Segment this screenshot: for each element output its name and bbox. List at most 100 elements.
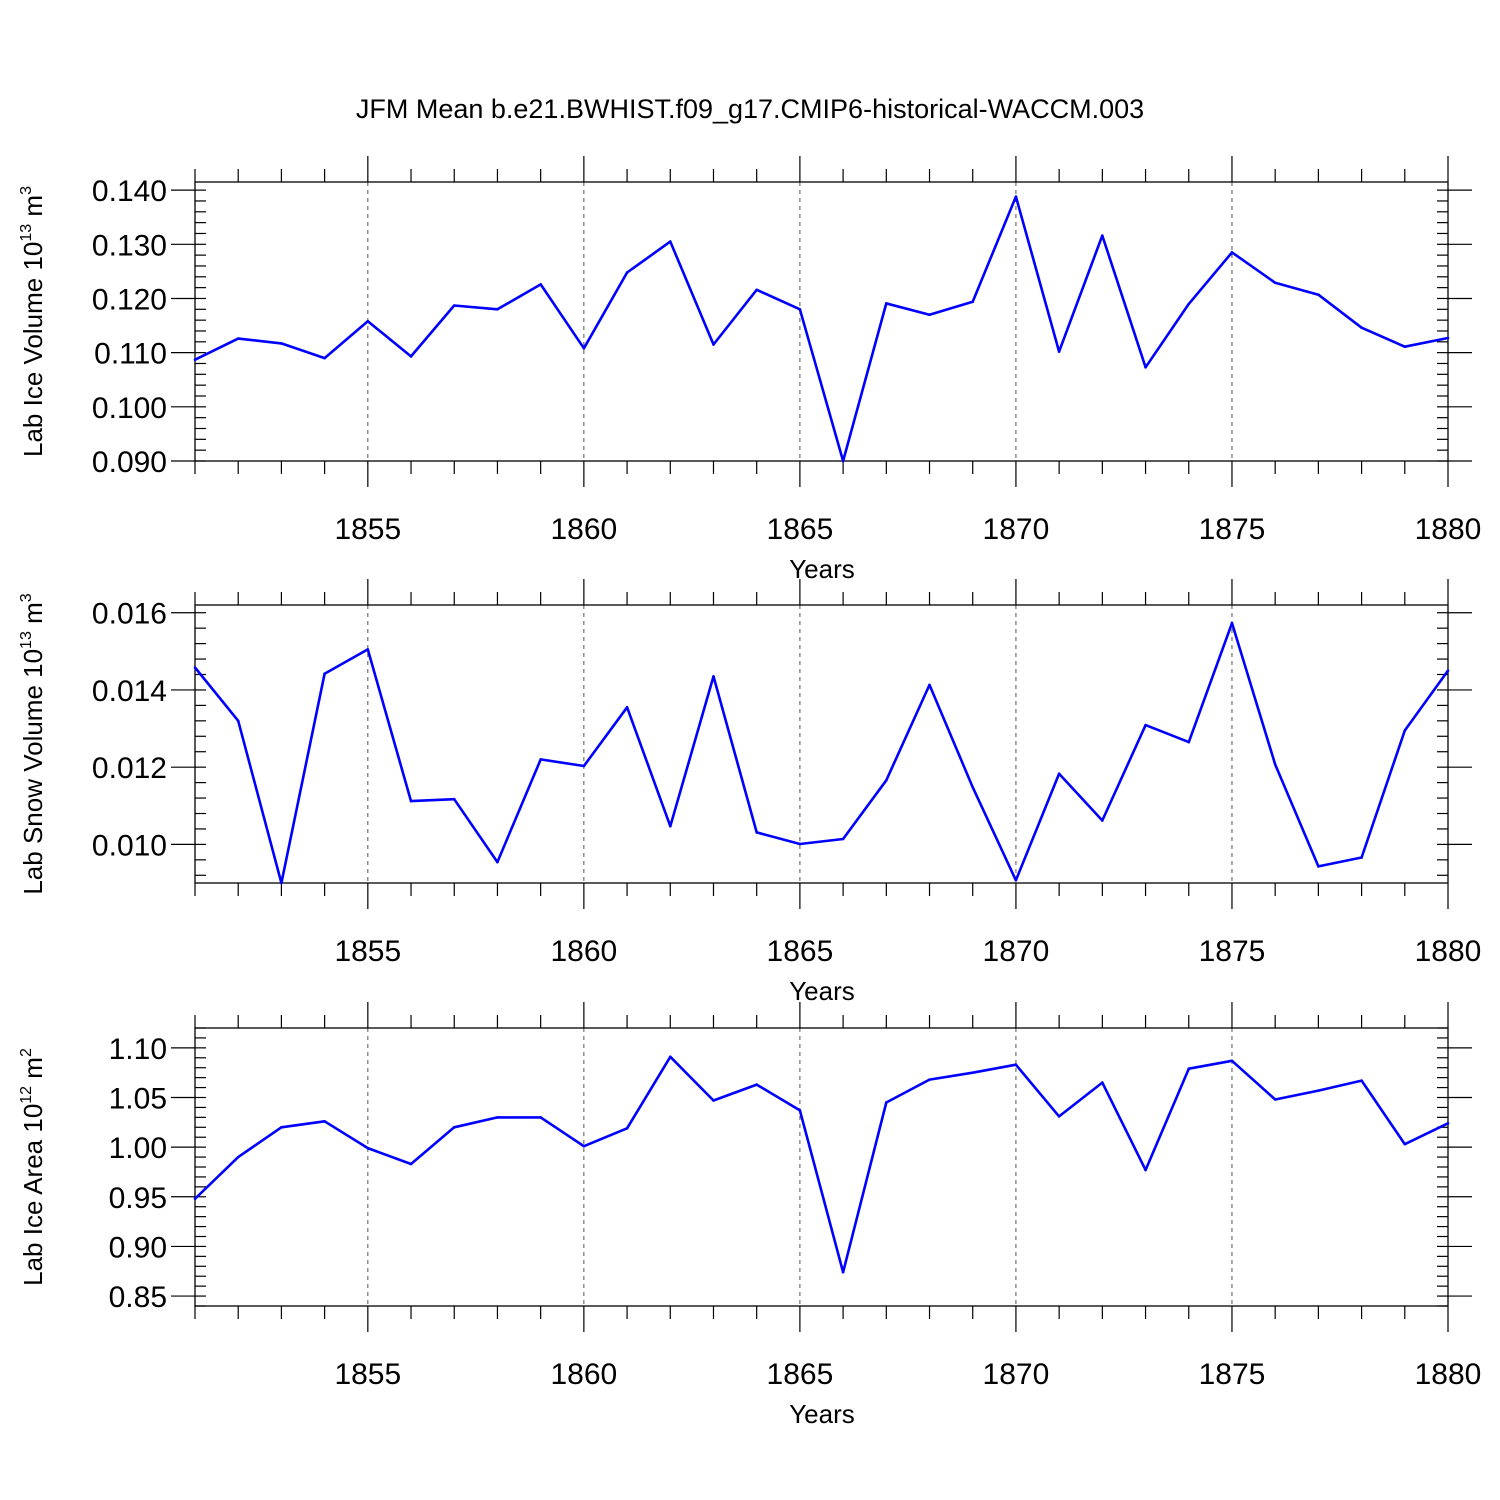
x-axis-label: Years (789, 1399, 855, 1429)
data-point-1858 (496, 1116, 499, 1119)
y-tick-label: 0.016 (92, 598, 167, 631)
y-tick-label: 1.00 (109, 1132, 167, 1165)
data-point-1872 (1101, 234, 1104, 237)
data-point-1861 (625, 1126, 629, 1130)
data-point-1869 (971, 300, 975, 304)
y-tick-label: 0.090 (92, 446, 167, 479)
data-point-1856 (409, 799, 413, 803)
data-point-1858 (496, 860, 499, 864)
series-line (194, 1055, 1449, 1274)
y-tick-label: 0.012 (92, 752, 167, 785)
data-point-1870 (1014, 878, 1018, 882)
data-point-1851 (193, 358, 197, 361)
y-axis-label: Lab Ice Volume 1013 m3 (18, 186, 48, 457)
data-point-1854 (323, 356, 326, 360)
data-point-1870 (1014, 195, 1018, 198)
data-point-1856 (409, 355, 413, 358)
chart-title: JFM Mean b.e21.BWHIST.f09_g17.CMIP6-hist… (356, 94, 1144, 124)
x-tick-label: 1870 (983, 935, 1050, 968)
data-point-1851 (193, 1197, 197, 1201)
data-point-1861 (625, 271, 629, 274)
data-point-1864 (755, 288, 758, 292)
data-point-1874 (1187, 1067, 1191, 1071)
panels: 0.090 0.100 0.110 0.120 0.130 0.140 1855 1860 18… (18, 156, 1481, 1429)
x-axis-label: Years (789, 976, 855, 1006)
data-point-1856 (409, 1162, 413, 1166)
data-point-1879 (1403, 1142, 1407, 1146)
x-tick-label: 1880 (1415, 1358, 1482, 1391)
x-axis-label: Years (789, 554, 855, 584)
y-tick-label: 0.110 (94, 338, 167, 371)
data-point-1877 (1317, 293, 1320, 296)
panel-3: 0.85 0.90 0.95 1.00 1.05 1.10 1855 1860 1865 1870… (18, 1002, 1481, 1429)
panel-1: 0.090 0.100 0.110 0.120 0.130 0.140 1855 1860 18… (18, 156, 1481, 584)
data-point-1876 (1273, 281, 1277, 285)
plot-frame (194, 181, 1449, 462)
data-point-1875 (1230, 251, 1234, 254)
x-tick-label: 1875 (1199, 1358, 1266, 1391)
data-point-1853 (280, 881, 283, 885)
data-point-1864 (755, 831, 758, 834)
data-point-1865 (798, 842, 802, 846)
x-tick-label: 1860 (550, 1358, 617, 1391)
data-point-1860 (582, 764, 586, 768)
data-point-1854 (323, 672, 326, 676)
data-point-1875 (1230, 1059, 1234, 1063)
data-point-1872 (1101, 819, 1104, 822)
data-point-1857 (452, 797, 456, 801)
data-point-1855 (366, 1146, 370, 1150)
data-point-1863 (712, 1099, 715, 1102)
data-point-1876 (1273, 763, 1277, 766)
x-tick-label: 1865 (767, 513, 834, 546)
y-tick-label: 0.100 (92, 392, 167, 425)
data-point-1857 (452, 1125, 456, 1129)
data-point-1867 (885, 302, 888, 305)
plot-frame (194, 604, 1449, 884)
y-tick-label: 0.90 (109, 1231, 167, 1264)
data-point-1878 (1360, 1079, 1363, 1082)
data-point-1852 (236, 337, 240, 340)
data-point-1879 (1403, 345, 1407, 348)
data-point-1853 (280, 342, 283, 345)
data-point-1852 (236, 1155, 240, 1159)
data-point-1870 (1014, 1063, 1018, 1067)
x-tick-label: 1860 (550, 935, 617, 968)
data-point-1878 (1360, 856, 1363, 859)
y-tick-label: 0.85 (109, 1281, 167, 1314)
data-point-1880 (1446, 669, 1450, 672)
data-point-1866 (841, 1270, 845, 1274)
data-point-1862 (668, 240, 672, 243)
y-tick-label: 0.95 (109, 1182, 167, 1215)
data-point-1873 (1144, 365, 1147, 369)
data-point-1862 (668, 1055, 672, 1059)
y-tick-label: 1.05 (109, 1083, 167, 1116)
y-tick-label: 0.010 (92, 829, 167, 862)
panel-2: 0.010 0.012 0.014 0.016 1855 1860 1865 1870 1875… (18, 579, 1481, 1006)
x-tick-label: 1865 (767, 1358, 834, 1391)
data-point-1858 (496, 308, 499, 311)
x-tick-label: 1880 (1415, 513, 1482, 546)
data-point-1867 (885, 1101, 888, 1104)
y-tick-label: 0.014 (92, 675, 167, 708)
data-point-1862 (668, 824, 672, 828)
data-point-1878 (1360, 326, 1363, 330)
data-point-1868 (928, 1078, 931, 1081)
x-tick-label: 1855 (334, 513, 401, 546)
data-point-1860 (582, 347, 586, 350)
data-point-1864 (755, 1083, 758, 1086)
y-axis-label: Lab Ice Area 1012 m2 (18, 1048, 48, 1286)
y-tick-label: 0.140 (92, 175, 167, 208)
y-tick-label: 0.120 (92, 283, 167, 316)
data-point-1868 (928, 683, 931, 687)
data-point-1866 (841, 837, 845, 841)
data-point-1874 (1187, 302, 1191, 306)
data-point-1859 (539, 1116, 542, 1119)
data-point-1877 (1317, 1089, 1320, 1092)
data-point-1866 (841, 459, 845, 463)
data-point-1859 (539, 283, 542, 286)
data-point-1859 (539, 758, 542, 761)
data-point-1854 (323, 1120, 326, 1123)
data-point-1872 (1101, 1081, 1104, 1084)
y-axis-label: Lab Snow Volume 1013 m3 (18, 593, 48, 894)
